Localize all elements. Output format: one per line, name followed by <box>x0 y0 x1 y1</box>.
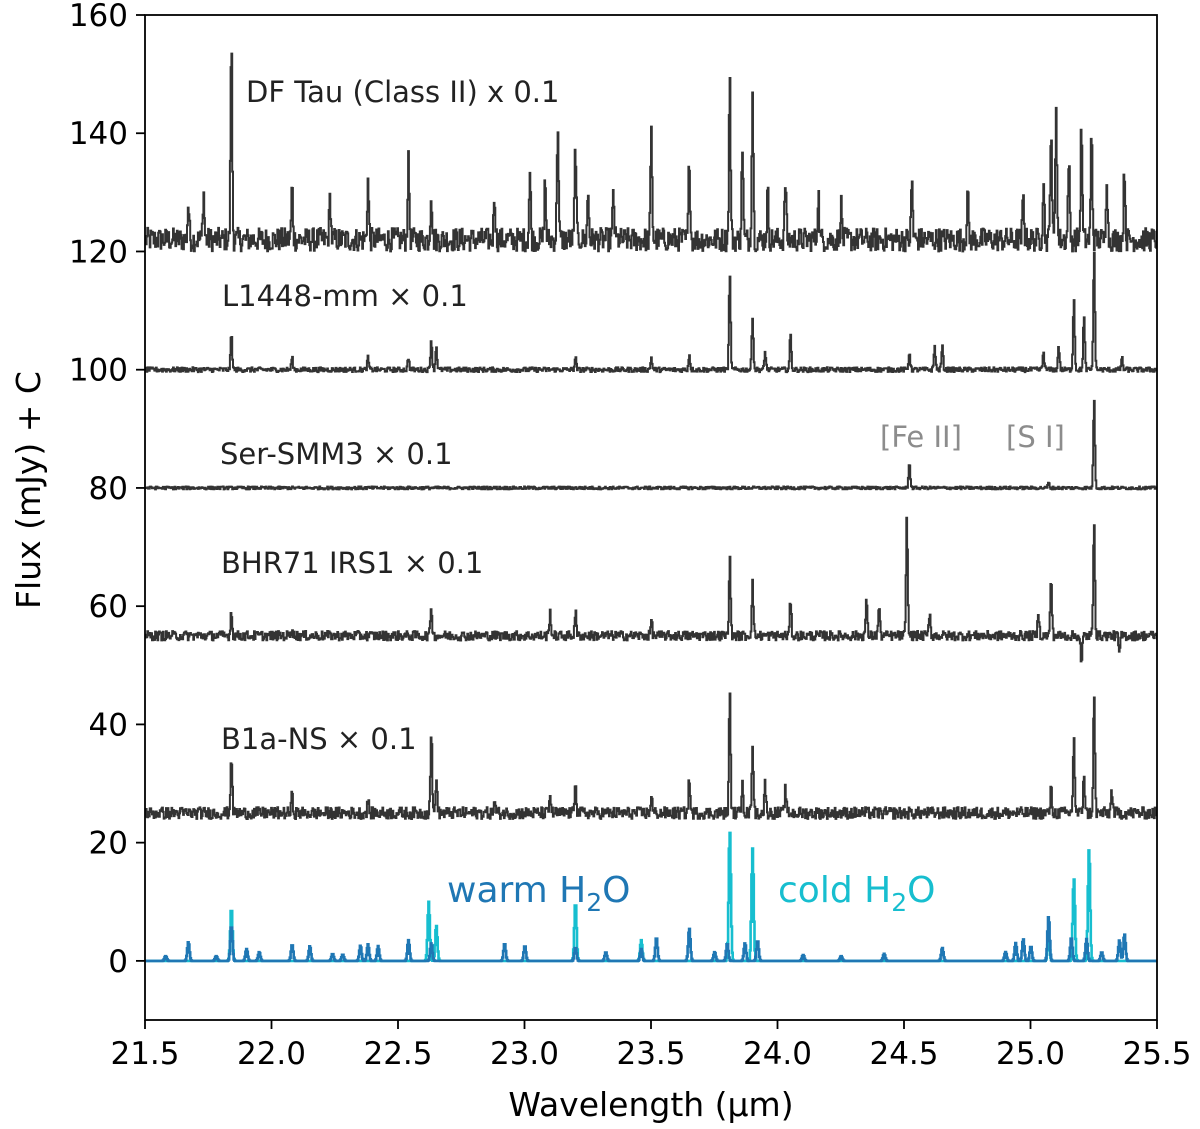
annotation-fe-ii: [Fe II] <box>880 420 962 454</box>
series-line-4 <box>145 692 1157 820</box>
y-tick-label: 60 <box>89 589 128 625</box>
y-tick-label: 140 <box>69 116 128 152</box>
annotation-s-i: [S I] <box>1006 420 1065 454</box>
label-cold-h2o: cold H2O <box>778 870 935 917</box>
y-tick-label: 0 <box>108 944 128 980</box>
label-bhr71: BHR71 IRS1 × 0.1 <box>221 546 483 580</box>
y-tick-label: 100 <box>69 353 128 389</box>
series-layer <box>145 52 1157 963</box>
y-tick-label: 160 <box>69 0 128 34</box>
x-tick-label: 22.0 <box>237 1036 306 1072</box>
x-tick-label: 23.5 <box>616 1036 685 1072</box>
y-tick-label: 20 <box>89 826 128 862</box>
x-axis-label: Wavelength (μm) <box>508 1085 793 1124</box>
series-line-1 <box>145 251 1157 374</box>
label-ser-smm3: Ser-SMM3 × 0.1 <box>220 437 453 471</box>
y-tick-label: 80 <box>89 471 128 507</box>
x-tick-label: 25.5 <box>1122 1036 1191 1072</box>
ticks-layer: 21.5 22.0 22.5 23.0 23.5 24.0 24.5 25.0 25.5 0 20 4… <box>69 0 1192 1072</box>
x-tick-label: 25.0 <box>996 1036 1065 1072</box>
x-tick-label: 22.5 <box>363 1036 432 1072</box>
y-axis-label: Flux (mJy) + C <box>9 371 48 609</box>
series-line-2 <box>145 399 1157 491</box>
label-l1448: L1448-mm × 0.1 <box>222 279 468 313</box>
y-tick-label: 120 <box>69 234 128 270</box>
label-df-tau: DF Tau (Class II) x 0.1 <box>246 75 559 109</box>
x-tick-label: 24.0 <box>743 1036 812 1072</box>
x-tick-label: 24.5 <box>869 1036 938 1072</box>
series-line-0 <box>145 52 1157 253</box>
label-b1a-ns: B1a-NS × 0.1 <box>221 722 417 756</box>
y-tick-label: 40 <box>89 707 128 743</box>
x-tick-label: 21.5 <box>110 1036 179 1072</box>
series-line-6 <box>145 916 1157 963</box>
series-line-3 <box>145 516 1157 663</box>
label-warm-h2o: warm H2O <box>447 870 631 917</box>
x-tick-label: 23.0 <box>490 1036 559 1072</box>
